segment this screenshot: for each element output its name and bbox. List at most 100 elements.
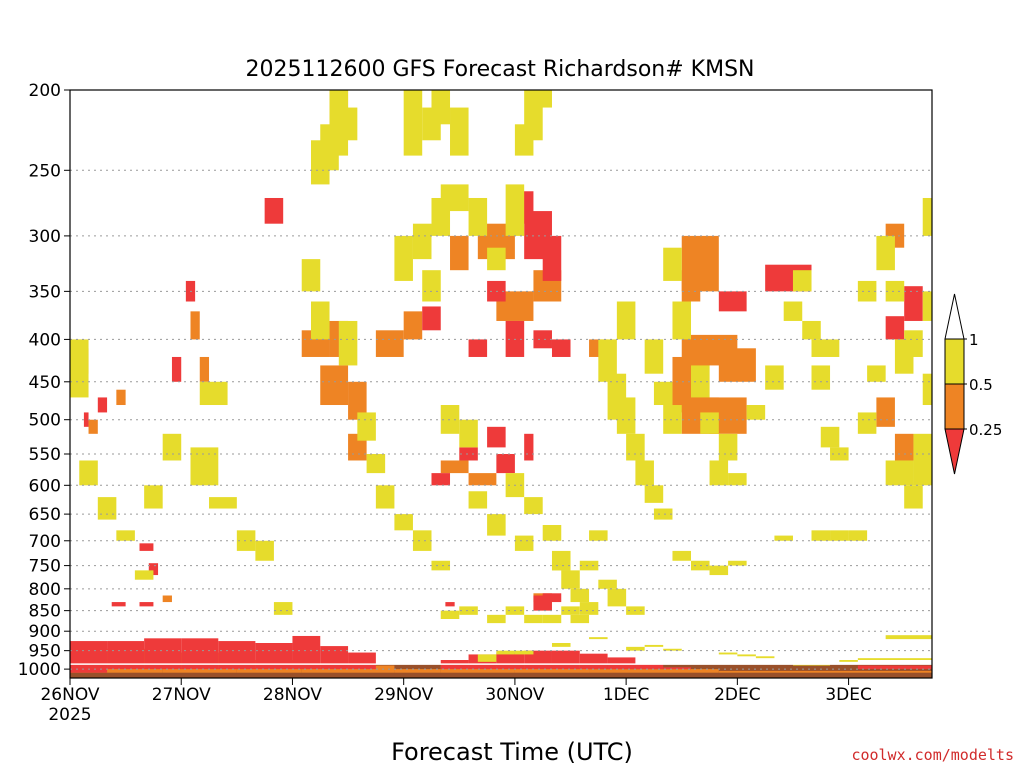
heatmap-cell xyxy=(394,235,413,281)
colorbar-legend: 1 0.5 0.25 xyxy=(944,293,1002,475)
heatmap-cell xyxy=(394,669,441,673)
heatmap-cell xyxy=(904,485,923,509)
heatmap-cell xyxy=(310,301,330,340)
heatmap-cell xyxy=(348,381,367,420)
heatmap-cell xyxy=(218,641,256,670)
y-tick-label: 450 xyxy=(29,373,61,393)
heatmap-cell xyxy=(737,654,756,657)
heatmap-cell xyxy=(579,602,599,615)
heatmap-cell xyxy=(320,365,349,406)
heatmap-cell xyxy=(134,570,154,580)
heatmap-cell xyxy=(338,107,358,141)
y-tick-label: 600 xyxy=(29,476,61,496)
heatmap-cell xyxy=(811,365,831,390)
heatmap-cell xyxy=(440,610,460,620)
x-axis-label: Forecast Time (UTC) xyxy=(391,738,633,766)
heatmap-cell xyxy=(589,530,608,541)
heatmap-cell xyxy=(885,460,914,486)
y-tick-label: 300 xyxy=(29,227,61,247)
heatmap-cell xyxy=(542,593,562,603)
y-tick-label: 1000 xyxy=(18,660,61,680)
heatmap-cell xyxy=(653,508,673,520)
colorbar-top-arrow xyxy=(944,293,965,340)
plot-area xyxy=(70,90,932,678)
heatmap-cell xyxy=(570,614,590,624)
heatmap-cell xyxy=(589,669,719,673)
heatmap-cell xyxy=(746,405,766,420)
heatmap-cell xyxy=(514,650,534,655)
heatmap-cell xyxy=(579,560,599,571)
heatmap-cell xyxy=(496,453,515,474)
heatmap-cell xyxy=(79,460,98,486)
heatmap-cell xyxy=(468,473,497,486)
heatmap-cell xyxy=(375,485,395,509)
heatmap-cell xyxy=(709,565,729,576)
heatmap-cell xyxy=(496,652,525,670)
heatmap-cell xyxy=(718,652,738,655)
heatmap-cell xyxy=(885,635,932,640)
heatmap-cell xyxy=(533,90,552,108)
heatmap-cell xyxy=(514,535,534,551)
series-2 xyxy=(70,90,932,666)
y-tick-label: 200 xyxy=(29,81,61,101)
heatmap-cell xyxy=(468,339,488,357)
heatmap-cell xyxy=(792,270,812,292)
y-axis: 200 250 300 350 400 450 500 550 600 650 700 750 8008… xyxy=(18,81,70,680)
heatmap-cell xyxy=(440,184,469,212)
heatmap-cell xyxy=(394,514,413,531)
source-credit: coolwx.com/modelts xyxy=(851,746,1014,764)
heatmap-cell xyxy=(718,670,932,673)
heatmap-cell xyxy=(70,339,89,398)
heatmap-cell xyxy=(366,453,386,474)
heatmap-cell xyxy=(412,223,432,260)
heatmap-cell xyxy=(644,339,664,374)
heatmap-cell xyxy=(663,247,682,281)
heatmap-cell xyxy=(700,412,719,434)
heatmap-cell xyxy=(876,397,895,427)
colorbar-bottom-arrow xyxy=(944,428,965,475)
heatmap-cell xyxy=(450,107,469,156)
heatmap-cell xyxy=(139,543,154,551)
heatmap-cell xyxy=(459,606,478,615)
heatmap-cell xyxy=(403,311,423,340)
y-tick-label: 250 xyxy=(29,161,61,181)
heatmap-cell xyxy=(97,397,108,413)
heatmap-cell xyxy=(551,643,571,647)
heatmap-cell xyxy=(542,614,562,624)
heatmap-cell xyxy=(116,530,135,541)
heatmap-cell xyxy=(551,560,571,571)
heatmap-cell xyxy=(626,433,645,461)
heatmap-cell xyxy=(375,330,404,357)
x-tick-label: 26NOV xyxy=(40,685,99,705)
heatmap-cell xyxy=(209,497,237,509)
heatmap-cell xyxy=(357,412,376,441)
heatmap-cell xyxy=(255,540,274,561)
heatmap-cell xyxy=(672,301,692,340)
heatmap-cell xyxy=(589,637,608,640)
colorbar-segment xyxy=(944,383,965,430)
heatmap-cell xyxy=(422,270,441,302)
y-tick-label: 650 xyxy=(29,505,61,525)
heatmap-cell xyxy=(867,365,886,382)
heatmap-cell xyxy=(820,426,840,448)
heatmap-cell xyxy=(422,306,441,331)
colorbar-tick-label: 0.25 xyxy=(969,421,1002,439)
heatmap-cell xyxy=(273,602,293,615)
heatmap-cell xyxy=(70,641,108,673)
x-tick-sublabel: 2025 xyxy=(48,705,91,725)
heatmap-cell xyxy=(653,381,673,406)
heatmap-cell xyxy=(579,653,608,670)
heatmap-cell xyxy=(857,658,932,661)
colorbar-segment xyxy=(944,338,965,385)
heatmap-cell xyxy=(561,606,580,615)
heatmap-cell xyxy=(635,663,664,670)
heatmap-cell xyxy=(338,320,358,366)
heatmap-cell xyxy=(440,405,460,434)
x-tick-label: 27NOV xyxy=(152,685,211,705)
heatmap-cell xyxy=(681,270,701,302)
heatmap-cell xyxy=(783,301,803,321)
heatmap-cell xyxy=(626,646,645,651)
heatmap-cell xyxy=(598,579,617,589)
heatmap-cell xyxy=(116,389,126,406)
